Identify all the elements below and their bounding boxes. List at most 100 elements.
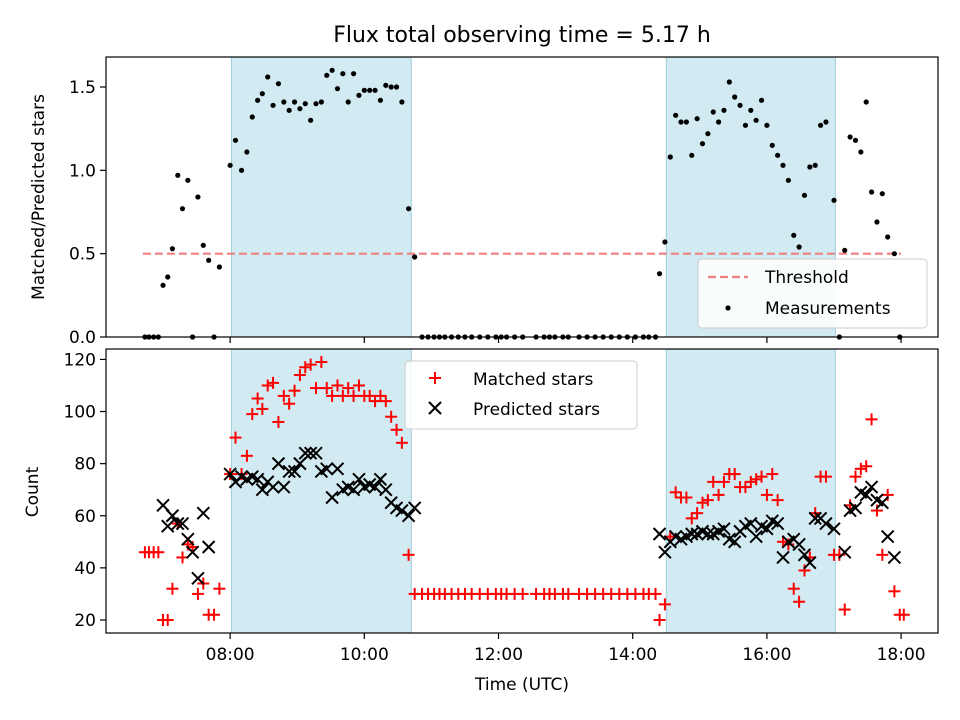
predicted-point (330, 462, 345, 476)
predicted-point (744, 516, 758, 531)
predicted-point (887, 550, 902, 565)
predicted-point (282, 464, 296, 479)
matched-point (849, 470, 862, 483)
matched-point (331, 379, 344, 392)
measurement-point (694, 116, 700, 122)
matched-point (819, 470, 832, 483)
matched-point (402, 548, 415, 561)
measurement-point (769, 142, 775, 148)
measurement-point (165, 274, 171, 280)
panel-ratio: 0.0 0.5 1.0 1.5 Matched/Predicted stars Thr… (29, 56, 939, 348)
matched-point (649, 587, 662, 600)
predicted-point (827, 522, 841, 536)
measurement-point (286, 107, 292, 113)
predicted-point (266, 480, 280, 494)
matched-point (685, 512, 698, 525)
matched-point (562, 587, 575, 600)
panel-counts: 08:00 10:00 12:00 14:00 16:00 18:00 20 40 60 80 10… (23, 348, 939, 695)
predicted-point (171, 516, 185, 531)
matched-point (744, 475, 757, 488)
measurement-point (238, 167, 245, 173)
matched-point (390, 423, 403, 436)
predicted-point (255, 482, 270, 497)
predicted-point (368, 480, 382, 494)
matched-point (516, 587, 529, 600)
predicted-point (298, 446, 312, 460)
matched-point (707, 475, 720, 488)
measurement-point (879, 191, 885, 197)
measurement-point (847, 134, 853, 140)
y-tick-label: 1.0 (69, 161, 96, 181)
x-tick-label: 18:00 (877, 645, 926, 665)
measurement-point (388, 84, 394, 90)
matched-point (152, 546, 165, 559)
measurement-point (313, 101, 319, 107)
measurement-point (255, 97, 261, 103)
matched-point (865, 413, 878, 426)
measurement-point (345, 99, 351, 105)
measurement-point (249, 114, 255, 120)
bottom-legend: Matched stars Predicted stars (404, 360, 638, 430)
measurement-point (874, 219, 880, 225)
figure-title: Flux total observing time = 5.17 h (333, 23, 711, 48)
measurement-point (732, 94, 738, 100)
measurement-point (399, 99, 405, 105)
top-y-axis-label: Matched/Predicted stars (29, 94, 49, 300)
measurement-point (275, 81, 282, 87)
predicted-point (325, 490, 339, 505)
matched-point (793, 595, 806, 608)
predicted-point (685, 527, 699, 541)
matched-point (283, 397, 296, 410)
measurement-point (372, 87, 378, 93)
matched-point (876, 548, 889, 561)
predicted-point (346, 482, 361, 497)
matched-point (251, 392, 264, 405)
measurement-point (852, 137, 859, 143)
predicted-point (848, 501, 863, 515)
matched-point (379, 395, 392, 408)
matched-point (320, 382, 333, 395)
measurement-point (334, 86, 341, 92)
matched-point (385, 410, 398, 423)
measurement-point (329, 67, 335, 73)
measurement-point (689, 152, 695, 158)
legend-matched-swatch (429, 372, 441, 384)
measurement-point (710, 109, 716, 115)
matched-point (369, 395, 382, 408)
measurement-point (206, 257, 212, 263)
matched-point (288, 384, 301, 397)
measurement-point (232, 137, 239, 143)
predicted-point (181, 532, 195, 546)
matched-point (750, 473, 763, 486)
measurement-point (726, 79, 732, 85)
measurement-point (200, 242, 206, 248)
measurement-point (318, 99, 324, 105)
measurement-point (737, 102, 743, 108)
matched-point (240, 449, 253, 462)
measurement-point (195, 194, 201, 200)
matched-point (717, 475, 730, 488)
predicted-point (864, 480, 879, 494)
legend-matched-label: Matched stars (473, 370, 593, 390)
measurement-point (175, 172, 181, 178)
predicted-point (303, 446, 318, 460)
matched-point (766, 468, 779, 481)
predicted-point (819, 516, 833, 531)
predicted-point (652, 527, 667, 541)
matched-point (691, 507, 704, 520)
predicted-point (880, 529, 895, 544)
matched-point (166, 582, 179, 595)
count-points (138, 356, 910, 626)
measurement-point (801, 192, 808, 198)
predicted-point (309, 446, 323, 460)
measurement-point (791, 232, 797, 238)
y-tick-label: 40 (74, 559, 96, 579)
measurement-point (179, 206, 186, 212)
measurement-point (265, 74, 271, 80)
matched-point (653, 613, 666, 626)
x-tick-label: 08:00 (206, 645, 255, 665)
matched-point (191, 587, 204, 600)
measurement-point (721, 107, 727, 113)
matched-point (696, 496, 709, 509)
measurement-point (393, 84, 400, 90)
